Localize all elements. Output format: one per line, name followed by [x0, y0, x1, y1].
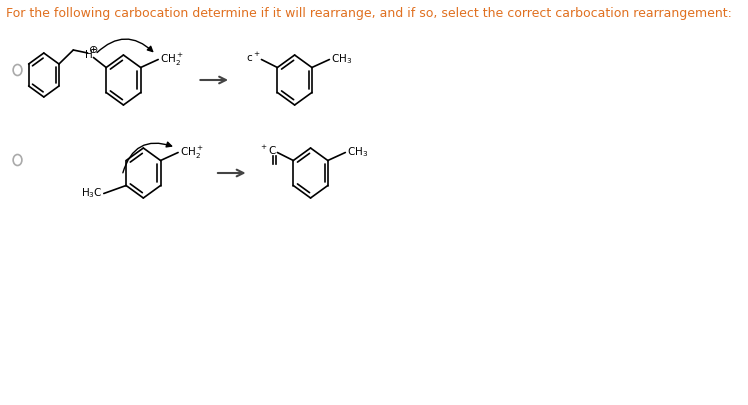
Text: CH$_3$: CH$_3$ [347, 146, 368, 160]
Text: CH$_2^+$: CH$_2^+$ [160, 51, 184, 68]
FancyArrowPatch shape [123, 142, 171, 173]
FancyArrowPatch shape [97, 39, 153, 53]
Text: CH$_2^+$: CH$_2^+$ [180, 145, 203, 160]
Text: ⊕: ⊕ [89, 45, 99, 55]
Text: H$_3$C: H$_3$C [81, 187, 102, 200]
Text: CH$_3$: CH$_3$ [331, 53, 352, 66]
Text: $^+$C: $^+$C [259, 144, 277, 157]
Text: For the following carbocation determine if it will rearrange, and if so, select : For the following carbocation determine … [7, 7, 732, 20]
Text: c$^+$: c$^+$ [246, 51, 260, 64]
Text: H: H [85, 51, 93, 60]
